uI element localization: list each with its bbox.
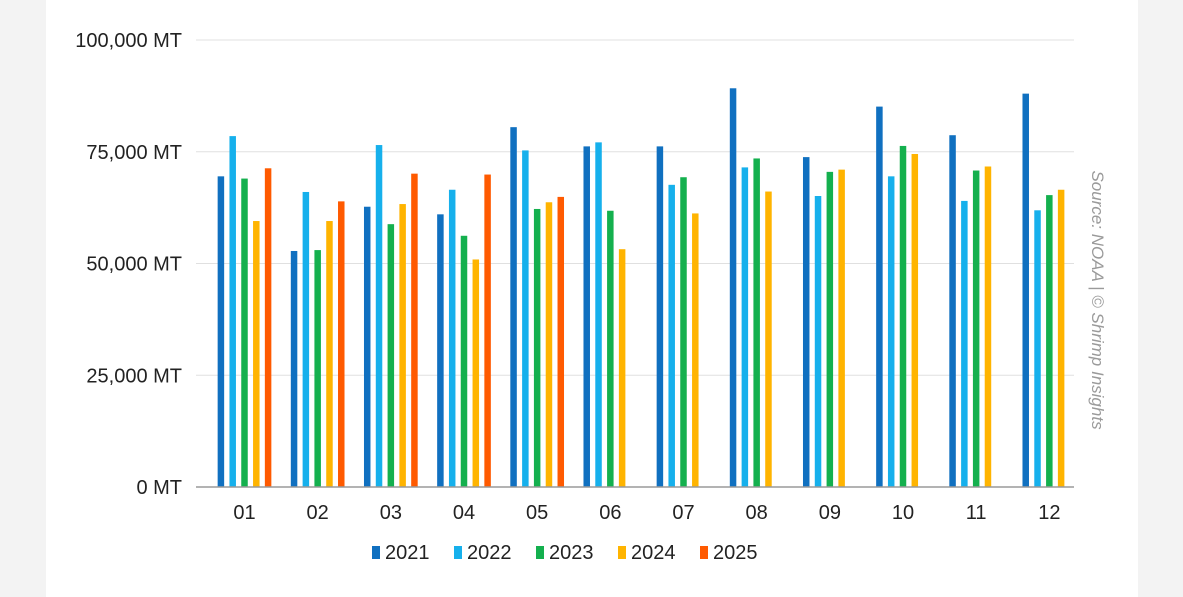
x-tick-label: 03 <box>380 502 402 524</box>
bar-2024-10 <box>911 153 919 488</box>
y-tick-label: 75,000 MT <box>86 142 182 164</box>
bar-2022-12 <box>1034 210 1041 487</box>
y-tick-label: 0 MT <box>136 477 182 499</box>
bars <box>217 88 1065 488</box>
source-note: Source: NOAA | © Shrimp Insights <box>1088 170 1107 430</box>
bar-2022-10 <box>887 176 895 487</box>
bar-2023-02 <box>314 250 321 487</box>
y-tick-label: 25,000 MT <box>86 365 182 387</box>
bar-2025-04 <box>484 174 491 487</box>
chart: 0 MT 25,000 MT 50,000 MT 75,000 MT 100,000 M… <box>75 30 1107 564</box>
bar-2023-03 <box>387 224 395 487</box>
legend-swatch-2023 <box>536 546 544 559</box>
bar-2022-11 <box>961 200 968 488</box>
bar-2024-09 <box>838 169 845 487</box>
bar-2021-05 <box>510 127 517 487</box>
bar-2024-11 <box>984 166 992 487</box>
bar-2023-12 <box>1046 195 1053 487</box>
legend-label: 2023 <box>549 542 594 564</box>
bar-2021-09 <box>802 157 810 487</box>
x-tick-label: 11 <box>966 502 987 524</box>
legend-label: 2021 <box>385 542 430 564</box>
legend-swatch-2024 <box>618 546 626 559</box>
bar-2023-01 <box>241 178 248 487</box>
bar-2021-11 <box>949 135 956 487</box>
x-tick-label: 04 <box>453 502 475 524</box>
bar-2021-06 <box>583 146 590 488</box>
bar-2023-11 <box>972 170 980 488</box>
bar-2021-04 <box>437 214 444 487</box>
bar-2022-03 <box>375 145 383 488</box>
bar-2023-07 <box>680 177 687 487</box>
bar-2022-01 <box>229 136 236 488</box>
bar-2022-09 <box>814 196 822 488</box>
x-tick-label: 12 <box>1038 502 1060 524</box>
x-tick-label: 06 <box>599 502 621 524</box>
bar-2023-09 <box>826 171 834 488</box>
y-tick-label: 50,000 MT <box>86 254 182 276</box>
bar-2021-10 <box>876 106 883 487</box>
x-axis-ticks: 01 02 03 04 05 06 07 08 09 10 11 12 <box>233 502 1060 524</box>
bar-2022-02 <box>302 191 310 488</box>
legend-label: 2024 <box>631 542 676 564</box>
bar-2023-06 <box>607 210 614 487</box>
bar-2022-07 <box>668 184 675 487</box>
bar-2022-05 <box>522 150 529 487</box>
legend-swatch-2025 <box>700 546 708 559</box>
legend-label: 2025 <box>713 542 758 564</box>
bar-2024-04 <box>472 259 480 487</box>
bar-2023-08 <box>753 158 760 487</box>
x-tick-label: 05 <box>526 502 548 524</box>
bar-2021-01 <box>217 176 225 487</box>
bar-2025-01 <box>264 168 272 487</box>
bar-2025-05 <box>557 196 565 487</box>
bar-2021-03 <box>363 206 371 487</box>
bar-2021-02 <box>290 250 298 487</box>
bar-2024-03 <box>399 204 406 487</box>
bar-2024-05 <box>545 202 553 488</box>
y-tick-label: 100,000 MT <box>75 30 182 52</box>
bar-2021-07 <box>656 146 664 488</box>
bar-2022-06 <box>595 142 602 487</box>
x-tick-label: 07 <box>672 502 694 524</box>
bar-2024-06 <box>618 249 626 487</box>
x-tick-label: 01 <box>233 502 255 524</box>
bar-2025-03 <box>411 173 418 487</box>
legend-label: 2022 <box>467 542 512 564</box>
x-tick-label: 08 <box>746 502 768 524</box>
bar-2024-01 <box>253 221 260 487</box>
bar-2022-04 <box>448 189 456 487</box>
x-tick-label: 09 <box>819 502 841 524</box>
y-axis-ticks: 0 MT 25,000 MT 50,000 MT 75,000 MT 100,000 M… <box>75 30 182 499</box>
bar-2023-10 <box>899 145 907 487</box>
bar-2025-02 <box>338 201 345 487</box>
bar-2024-02 <box>326 221 333 487</box>
bar-2024-08 <box>765 191 772 487</box>
legend: 2021 2022 2023 2024 2025 <box>372 542 758 564</box>
bar-2024-12 <box>1057 189 1065 487</box>
bar-2023-05 <box>533 208 541 487</box>
chart-card: 0 MT 25,000 MT 50,000 MT 75,000 MT 100,000 M… <box>46 0 1138 597</box>
legend-swatch-2022 <box>454 546 462 559</box>
bar-2023-04 <box>460 235 468 487</box>
bar-2024-07 <box>692 213 699 487</box>
bar-2021-08 <box>729 88 737 487</box>
bar-2022-08 <box>741 167 749 487</box>
x-tick-label: 02 <box>307 502 329 524</box>
x-tick-label: 10 <box>892 502 914 524</box>
bar-2021-12 <box>1022 93 1029 487</box>
legend-swatch-2021 <box>372 546 380 559</box>
